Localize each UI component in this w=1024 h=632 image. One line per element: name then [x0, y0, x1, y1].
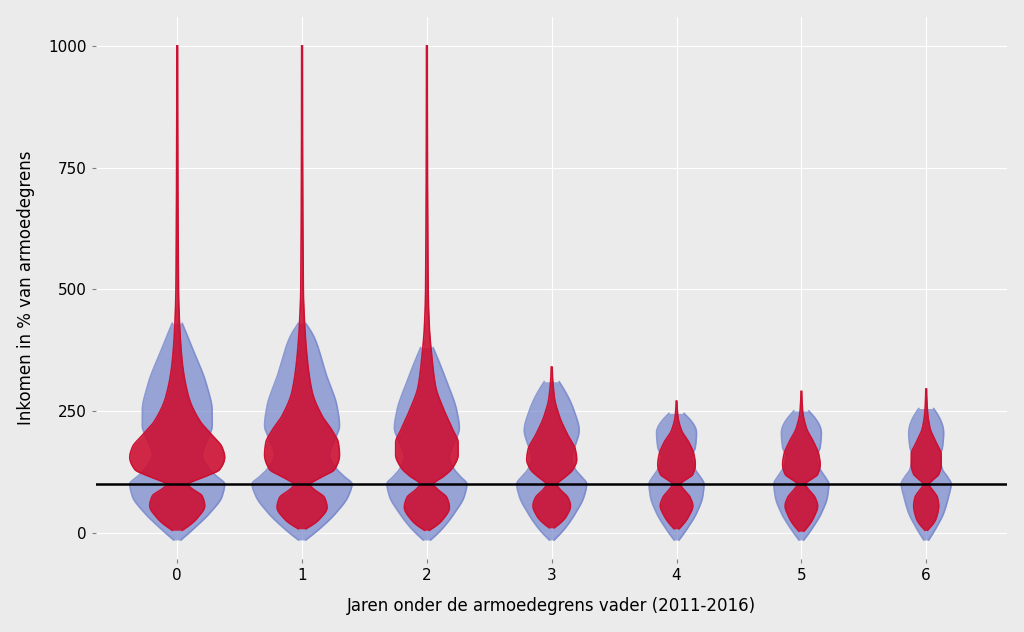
Y-axis label: Inkomen in % van armoedegrens: Inkomen in % van armoedegrens — [16, 151, 35, 425]
X-axis label: Jaren onder de armoedegrens vader (2011-2016): Jaren onder de armoedegrens vader (2011-… — [347, 597, 757, 616]
